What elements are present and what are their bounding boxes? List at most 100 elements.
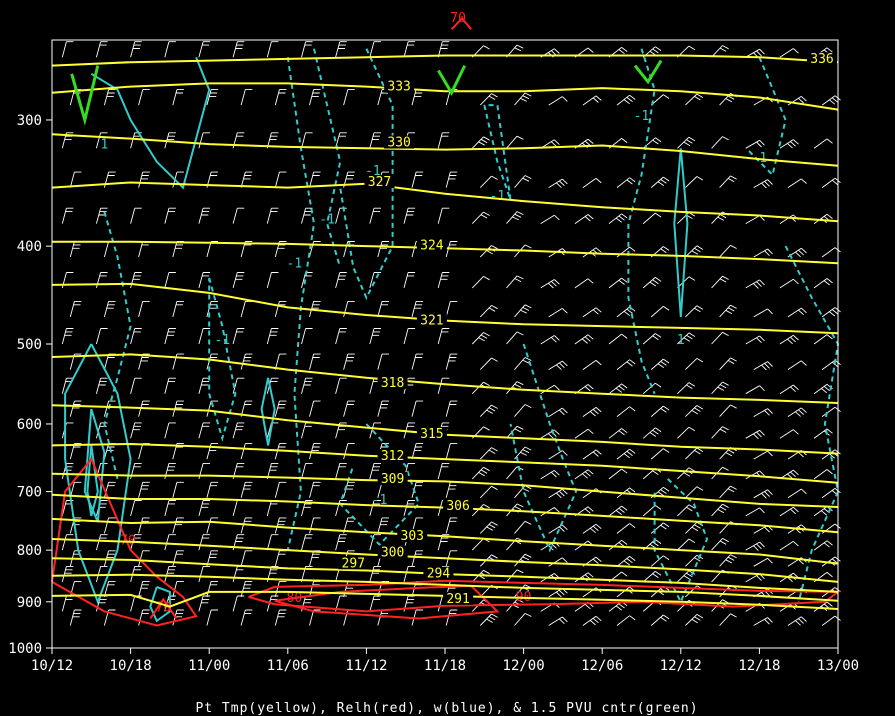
wind-barb — [437, 132, 450, 149]
wind-barb — [377, 300, 389, 318]
wind-barb — [471, 332, 490, 345]
wind-barb — [574, 138, 594, 149]
wind-barb — [650, 614, 670, 626]
wind-barb — [650, 176, 670, 188]
wind-barb — [138, 300, 150, 318]
wind-barb — [753, 450, 773, 460]
wind-barb — [445, 443, 458, 460]
wind-barb — [103, 481, 116, 498]
theta-contour-label: 327 — [368, 175, 391, 190]
wind-barbs — [61, 41, 841, 626]
wind-barb — [650, 306, 670, 318]
wind-barb — [479, 485, 498, 499]
wind-barb — [138, 171, 150, 188]
wind-barb — [274, 353, 287, 370]
wind-barb — [616, 556, 636, 567]
relh-contour-line — [274, 584, 500, 620]
wind-barb — [274, 241, 287, 258]
wind-barb — [198, 565, 211, 583]
wind-barb — [616, 406, 636, 417]
omega-contour-line — [509, 343, 578, 553]
omega-contour-line — [149, 585, 171, 623]
wind-barb — [506, 331, 524, 345]
wind-barb — [514, 304, 532, 318]
theta-contour-label: 294 — [427, 567, 451, 582]
wind-barb — [411, 300, 424, 318]
wind-barb — [479, 175, 498, 188]
wind-barb — [164, 377, 176, 394]
wind-barb — [471, 136, 490, 149]
wind-barb — [274, 580, 287, 598]
wind-barb — [711, 331, 729, 345]
wind-barb — [745, 215, 765, 224]
wind-barb — [301, 328, 313, 345]
wind-barb — [719, 175, 737, 188]
theta-label-bg — [377, 545, 408, 559]
wind-barb — [206, 89, 219, 106]
wind-barb — [198, 422, 211, 439]
wind-barb — [138, 481, 150, 498]
wind-barb — [266, 500, 279, 517]
wind-barb — [266, 534, 279, 551]
wind-barb — [232, 377, 245, 394]
wind-barb — [582, 449, 602, 460]
wind-barb — [471, 538, 490, 551]
wind-barb — [548, 450, 568, 460]
wind-barb — [608, 213, 628, 224]
wind-barb — [479, 613, 498, 626]
theta-label-bg — [423, 566, 454, 580]
x-tick-label: 13/00 — [817, 658, 859, 674]
wind-barb — [206, 517, 219, 534]
wind-barb — [164, 462, 176, 480]
wind-barb — [206, 550, 219, 567]
wind-barb — [548, 588, 568, 598]
chart-caption: Pt Tmp(yellow), Relh(red), w(blue), & 1.… — [195, 701, 698, 716]
wind-barb — [677, 570, 696, 583]
theta-label-bg — [807, 52, 837, 66]
wind-barb — [582, 307, 602, 318]
wind-barb — [608, 505, 628, 517]
wind-barb — [138, 517, 150, 534]
wind-barb — [240, 300, 253, 318]
wind-barb — [574, 469, 594, 480]
wind-barb — [130, 207, 142, 224]
wind-barb — [574, 428, 594, 439]
wind-barb — [403, 207, 416, 224]
wind-barb — [69, 171, 82, 188]
omega-contour-label: -1 — [634, 109, 650, 124]
wind-barb — [437, 272, 450, 289]
wind-barb — [685, 245, 704, 258]
wind-barb — [719, 357, 737, 370]
wind-barb — [411, 550, 424, 567]
wind-barb — [479, 305, 498, 318]
wind-barb — [138, 580, 150, 598]
wind-barb — [514, 404, 532, 417]
theta-contour-line — [51, 54, 839, 67]
wind-barb — [61, 534, 74, 551]
wind-barb — [514, 446, 532, 460]
wind-barb — [608, 428, 628, 439]
wind-barb — [61, 328, 74, 345]
wind-barb — [240, 481, 253, 498]
wind-barb — [685, 614, 704, 626]
wind-barb — [582, 615, 602, 626]
wind-barb — [301, 500, 313, 517]
wind-barb — [642, 212, 662, 224]
wind-barb — [437, 41, 450, 58]
wind-barb — [95, 377, 108, 394]
wind-barb — [274, 400, 287, 417]
wind-barb — [642, 382, 662, 395]
wind-barb — [274, 609, 287, 626]
wind-barb — [471, 276, 490, 289]
wind-barb — [232, 422, 245, 439]
relh-contour-line — [149, 597, 178, 620]
wind-barb — [240, 609, 253, 626]
wind-barb — [787, 488, 807, 499]
theta-contour-label: 318 — [381, 376, 404, 391]
wind-barb — [608, 601, 628, 612]
wind-barb — [753, 489, 773, 499]
wind-barb — [574, 572, 594, 583]
wind-barb — [437, 534, 450, 551]
theta-label-bg — [416, 238, 447, 252]
